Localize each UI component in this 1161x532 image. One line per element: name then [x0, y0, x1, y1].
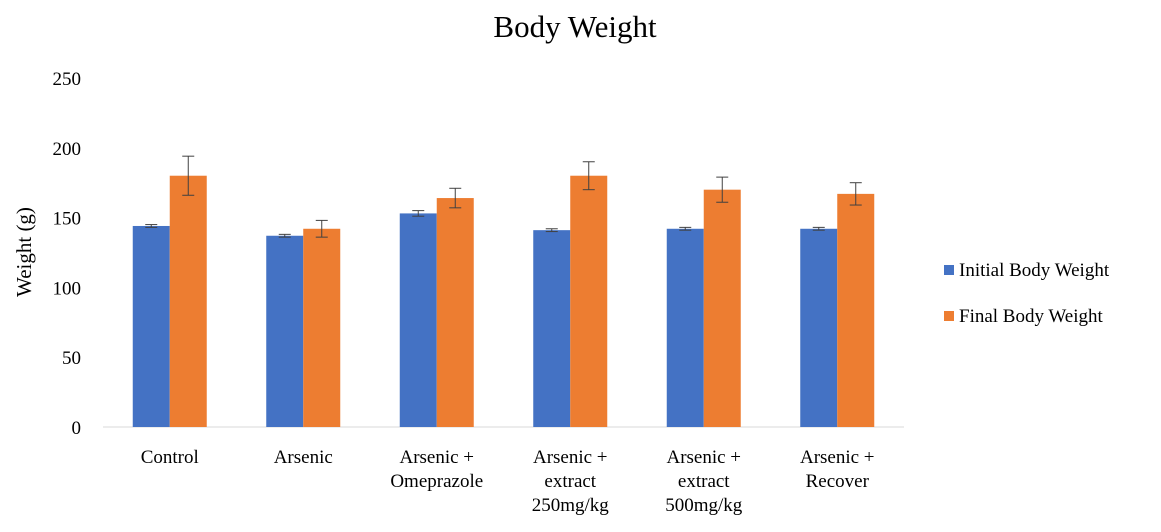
- bar-final: [437, 198, 474, 427]
- x-tick-label: Arsenic + extract 500mg/kg: [665, 447, 743, 516]
- y-tick-label: 50: [62, 348, 81, 369]
- x-tick-label: Arsenic + Omeprazole: [390, 447, 483, 492]
- x-tick-label: Arsenic: [274, 447, 333, 468]
- bar-initial: [266, 236, 303, 427]
- bars-group: [133, 156, 875, 427]
- y-tick-label: 150: [53, 209, 82, 230]
- bar-final: [170, 176, 207, 427]
- x-tick-label: Arsenic + extract 250mg/kg: [532, 447, 610, 516]
- bar-final: [837, 194, 874, 427]
- bar-final: [570, 176, 607, 427]
- x-tick-label: Control: [141, 447, 199, 468]
- legend-label: Initial Body Weight: [959, 260, 1110, 281]
- y-axis-ticks: 0 50 100 150 200 250: [53, 69, 82, 439]
- bar-initial: [667, 229, 704, 427]
- y-tick-label: 200: [53, 139, 82, 160]
- bar-initial: [800, 229, 837, 427]
- x-axis-labels: Control Arsenic Arsenic + Omeprazole Arsenic…: [141, 447, 875, 516]
- bar-final: [303, 229, 340, 427]
- bar-final: [704, 190, 741, 427]
- x-tick-label: Arsenic + Recover: [800, 447, 875, 492]
- y-tick-label: 100: [53, 278, 82, 299]
- legend-item: Initial Body Weight: [944, 260, 1110, 281]
- legend-swatch: [944, 265, 954, 275]
- bar-initial: [533, 230, 570, 427]
- legend-label: Final Body Weight: [959, 306, 1104, 327]
- y-axis-title: Weight (g): [12, 207, 36, 297]
- chart-title: Body Weight: [493, 9, 657, 44]
- legend: Initial Body Weight Final Body Weight: [944, 260, 1110, 327]
- bar-initial: [400, 213, 437, 427]
- legend-swatch: [944, 311, 954, 321]
- y-tick-label: 0: [72, 418, 82, 439]
- y-tick-label: 250: [53, 69, 82, 90]
- legend-item: Final Body Weight: [944, 306, 1104, 327]
- bar-initial: [133, 226, 170, 427]
